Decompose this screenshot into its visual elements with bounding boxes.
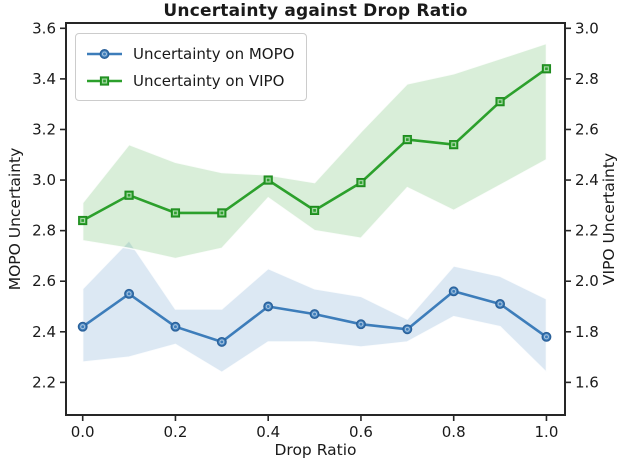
- legend-item-mopo: Uncertainty on MOPO: [86, 40, 294, 67]
- data-point-mopo-inner: [543, 334, 549, 340]
- data-point-vipo: [356, 177, 366, 188]
- data-point-mopo: [124, 288, 135, 299]
- data-point-vipo-inner: [80, 218, 86, 223]
- legend-label-mopo: Uncertainty on MOPO: [133, 44, 295, 63]
- x-tick-label: 1.0: [535, 423, 559, 441]
- data-point-vipo: [124, 190, 134, 200]
- data-point-vipo: [402, 134, 412, 145]
- data-point-vipo-inner: [497, 99, 503, 105]
- confidence-band-vipo: [82, 42, 548, 260]
- right-tick-label: 2.0: [575, 272, 599, 290]
- right-tick-label: 2.4: [575, 171, 599, 189]
- data-point-mopo: [77, 321, 88, 332]
- legend-sample-marker: [99, 75, 110, 86]
- data-point-mopo: [216, 336, 227, 347]
- data-point-mopo-inner: [358, 321, 364, 327]
- right-tick-label: 1.6: [575, 373, 599, 391]
- data-point-mopo-inner: [312, 311, 318, 317]
- data-point-mopo: [170, 321, 181, 332]
- data-point-vipo-inner: [451, 142, 457, 148]
- chart-title: Uncertainty against Drop Ratio: [163, 1, 468, 21]
- x-tick-label: 0.8: [442, 423, 466, 441]
- x-tick-label: 0.4: [256, 423, 280, 441]
- left-tick-label: 3.0: [32, 171, 56, 189]
- left-tick-label: 2.6: [32, 272, 56, 290]
- left-tick-label: 3.4: [32, 70, 56, 88]
- data-point-mopo: [263, 301, 274, 312]
- data-point-mopo: [355, 319, 366, 330]
- data-point-mopo-inner: [497, 301, 503, 307]
- data-point-mopo-inner: [172, 324, 178, 330]
- left-tick-label: 3.6: [32, 19, 56, 37]
- legend-sample-marker: [99, 48, 110, 59]
- data-point-vipo: [309, 205, 320, 216]
- vipo-line-marker-icon: [87, 75, 122, 86]
- data-point-mopo-inner: [219, 339, 225, 345]
- data-point-mopo: [495, 299, 506, 309]
- data-point-mopo-inner: [80, 324, 86, 330]
- x-tick-label: 0.2: [164, 423, 188, 441]
- data-point-vipo-inner: [219, 210, 225, 216]
- data-point-vipo-inner: [312, 207, 318, 213]
- data-point-vipo-inner: [404, 137, 410, 143]
- data-point-vipo: [217, 208, 227, 218]
- right-tick-label: 2.2: [575, 222, 599, 240]
- left-tick-label: 2.8: [32, 222, 56, 240]
- x-tick-label: 0.0: [71, 423, 95, 441]
- right-tick-label: 1.8: [575, 323, 599, 341]
- legend-sample-marker-inner: [102, 78, 107, 83]
- legend-item-vipo: Uncertainty on VIPO: [86, 67, 294, 94]
- data-point-vipo: [449, 140, 459, 150]
- data-point-vipo: [78, 215, 88, 226]
- axes-frame: [65, 22, 566, 416]
- data-point-vipo-inner: [543, 66, 549, 72]
- data-point-vipo: [541, 64, 552, 74]
- data-point-vipo-inner: [265, 177, 271, 183]
- data-point-vipo: [170, 208, 181, 218]
- x-tick-label: 0.6: [349, 423, 373, 441]
- right-axis-label: VIPO Uncertainty: [600, 152, 618, 286]
- left-tick-label: 2.2: [32, 373, 56, 391]
- data-point-vipo-inner: [358, 180, 364, 186]
- legend: Uncertainty on MOPO Uncertainty on VIPO: [75, 33, 308, 101]
- legend-sample-marker-inner: [101, 50, 108, 57]
- data-point-mopo: [541, 331, 552, 342]
- right-tick-label: 3.0: [575, 19, 599, 37]
- data-point-mopo-inner: [451, 288, 457, 294]
- data-point-vipo-inner: [126, 192, 132, 198]
- data-point-mopo-inner: [265, 303, 271, 310]
- right-tick-label: 2.8: [575, 70, 599, 88]
- left-tick-label: 2.4: [32, 323, 56, 341]
- data-point-mopo: [448, 286, 459, 297]
- data-point-mopo-inner: [126, 291, 132, 297]
- data-point-mopo: [309, 309, 320, 320]
- left-tick-label: 3.2: [32, 120, 56, 138]
- data-point-vipo-inner: [172, 210, 178, 216]
- x-axis-label: Drop Ratio: [274, 441, 357, 459]
- data-point-mopo: [402, 324, 413, 335]
- mopo-line-marker-icon: [87, 48, 122, 59]
- left-axis-label: MOPO Uncertainty: [6, 147, 24, 291]
- data-point-mopo-inner: [404, 326, 410, 332]
- data-point-vipo: [263, 175, 273, 185]
- confidence-band-mopo: [82, 239, 548, 374]
- data-point-vipo: [495, 97, 505, 107]
- legend-label-vipo: Uncertainty on VIPO: [133, 71, 285, 90]
- right-tick-label: 2.6: [575, 120, 599, 138]
